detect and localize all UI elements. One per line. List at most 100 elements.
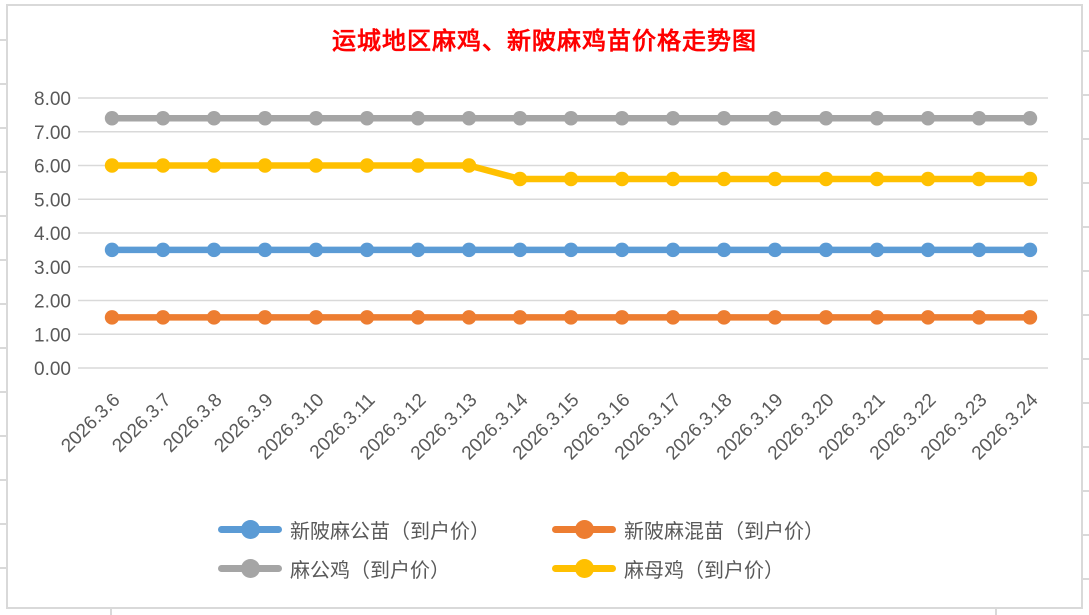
spreadsheet-gridline <box>0 479 7 481</box>
data-point-marker <box>206 111 222 126</box>
data-point-marker <box>563 171 579 187</box>
spreadsheet-gridline <box>1083 314 1089 316</box>
data-point-marker <box>104 111 120 126</box>
data-point-marker <box>665 171 681 187</box>
data-point-marker <box>614 242 630 258</box>
spreadsheet-gridline <box>0 215 7 217</box>
data-point-marker <box>155 158 171 173</box>
spreadsheet-gridline <box>1083 50 1089 52</box>
data-point-marker <box>104 242 120 258</box>
data-point-marker <box>563 111 579 126</box>
spreadsheet-gridline <box>0 303 7 305</box>
data-point-marker <box>206 158 222 173</box>
spreadsheet-gridline <box>0 259 7 261</box>
data-point-marker <box>359 111 375 126</box>
data-point-marker <box>920 242 936 258</box>
y-axis-tick-label: 7.00 <box>34 123 71 144</box>
data-point-marker <box>971 171 987 187</box>
data-point-marker <box>257 111 273 126</box>
data-point-marker <box>614 171 630 187</box>
data-point-marker <box>410 310 426 325</box>
spreadsheet-gridline <box>0 83 7 85</box>
chart-area[interactable] <box>6 4 1083 609</box>
y-axis-tick-label: 4.00 <box>34 224 71 245</box>
y-axis-tick-label: 6.00 <box>34 157 71 178</box>
spreadsheet-gridline <box>1083 358 1089 360</box>
data-point-marker <box>155 111 171 126</box>
data-point-marker <box>512 111 528 126</box>
data-point-marker <box>359 242 375 258</box>
spreadsheet-gridline <box>0 347 7 349</box>
spreadsheet-gridline <box>0 391 7 393</box>
data-point-marker <box>767 171 783 187</box>
data-point-marker <box>308 158 324 173</box>
data-point-marker <box>206 242 222 258</box>
data-point-marker <box>410 242 426 258</box>
data-point-marker <box>257 158 273 173</box>
data-point-marker <box>461 242 477 258</box>
spreadsheet-gridline <box>0 127 7 129</box>
data-point-marker <box>920 111 936 126</box>
spreadsheet-gridline <box>1083 578 1089 580</box>
data-point-marker <box>767 310 783 325</box>
data-point-marker <box>1022 242 1038 258</box>
spreadsheet-gridline <box>0 39 7 41</box>
data-point-marker <box>461 310 477 325</box>
data-point-marker <box>971 111 987 126</box>
chart-title: 运城地区麻鸡、新陂麻鸡苗价格走势图 <box>332 29 757 55</box>
data-point-marker <box>512 310 528 325</box>
spreadsheet-gridline <box>1083 402 1089 404</box>
data-point-marker <box>155 310 171 325</box>
data-point-marker <box>665 111 681 126</box>
data-point-marker <box>461 158 477 173</box>
data-point-marker <box>359 158 375 173</box>
data-point-marker <box>1022 111 1038 126</box>
data-point-marker <box>512 242 528 258</box>
data-point-marker <box>971 310 987 325</box>
data-point-marker <box>155 242 171 258</box>
data-point-marker <box>614 310 630 325</box>
data-point-marker <box>563 310 579 325</box>
data-point-marker <box>665 310 681 325</box>
spreadsheet-gridline <box>0 523 7 525</box>
data-point-marker <box>1022 171 1038 187</box>
data-point-marker <box>818 242 834 258</box>
y-axis-tick-label: 5.00 <box>34 190 71 211</box>
spreadsheet-gridline <box>1083 534 1089 536</box>
data-point-marker <box>461 111 477 126</box>
spreadsheet-gridline <box>1083 226 1089 228</box>
data-point-marker <box>359 310 375 325</box>
data-point-marker <box>206 310 222 325</box>
data-point-marker <box>767 111 783 126</box>
data-point-marker <box>818 171 834 187</box>
data-point-marker <box>869 242 885 258</box>
data-point-marker <box>308 242 324 258</box>
data-point-marker <box>308 310 324 325</box>
data-point-marker <box>971 242 987 258</box>
data-point-marker <box>410 111 426 126</box>
data-point-marker <box>257 310 273 325</box>
spreadsheet-gridline <box>110 609 112 615</box>
y-axis-tick-label: 2.00 <box>34 292 71 313</box>
data-point-marker <box>665 242 681 258</box>
data-point-marker <box>920 310 936 325</box>
data-point-marker <box>767 242 783 258</box>
spreadsheet-gridline <box>1083 94 1089 96</box>
data-point-marker <box>716 171 732 187</box>
spreadsheet-gridline <box>1083 270 1089 272</box>
spreadsheet-gridline <box>0 435 7 437</box>
spreadsheet-gridline <box>1083 490 1089 492</box>
data-point-marker <box>869 171 885 187</box>
y-axis-tick-label: 0.00 <box>34 359 71 380</box>
y-axis-tick-label: 8.00 <box>34 89 71 110</box>
spreadsheet-gridline <box>1083 138 1089 140</box>
data-point-marker <box>563 242 579 258</box>
data-point-marker <box>716 111 732 126</box>
spreadsheet-gridline <box>1083 182 1089 184</box>
data-point-marker <box>104 310 120 325</box>
y-axis-tick-label: 1.00 <box>34 325 71 346</box>
spreadsheet-gridline <box>1083 446 1089 448</box>
data-point-marker <box>869 111 885 126</box>
spreadsheet-gridline <box>0 567 7 569</box>
